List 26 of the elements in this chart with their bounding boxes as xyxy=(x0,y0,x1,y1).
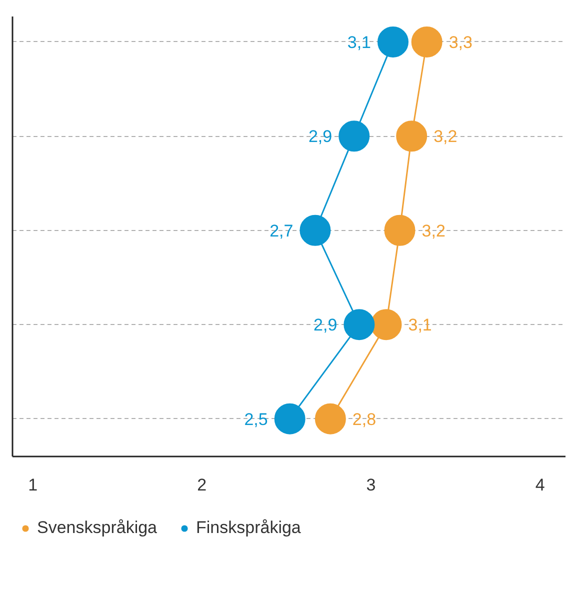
point xyxy=(396,120,428,152)
point xyxy=(370,309,402,340)
data-label: 2,5 xyxy=(244,410,268,429)
point xyxy=(384,214,416,246)
data-label: 3,1 xyxy=(408,316,432,335)
point xyxy=(344,309,375,340)
x-tick-label: 4 xyxy=(535,476,545,494)
point xyxy=(314,403,346,434)
point xyxy=(300,214,331,246)
legend-label: Finskspråkiga xyxy=(196,518,301,538)
data-label: 2,9 xyxy=(308,127,332,146)
data-label: 2,8 xyxy=(352,410,376,429)
legend-label: Svenskspråkiga xyxy=(37,518,158,538)
x-tick-label: 2 xyxy=(197,476,207,494)
point xyxy=(338,120,370,152)
point xyxy=(274,403,306,434)
data-label: 3,3 xyxy=(448,32,472,52)
data-label: 3,2 xyxy=(422,221,446,240)
point xyxy=(378,26,409,58)
x-tick-label: 3 xyxy=(366,476,376,494)
data-label: 3,2 xyxy=(434,127,458,146)
point xyxy=(411,26,442,58)
data-label: 2,7 xyxy=(270,221,294,240)
data-label: 3,1 xyxy=(347,32,372,52)
data-label: 2,9 xyxy=(314,316,338,335)
x-tick-label: 1 xyxy=(28,476,38,494)
